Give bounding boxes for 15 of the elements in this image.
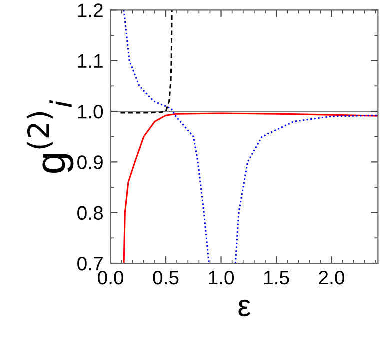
y-axis-title: g$^{(2)}$$_{i}$ — [26, 100, 74, 174]
line-series — [123, 112, 378, 264]
y-tick-label: 1.2 — [78, 4, 103, 18]
x-tick-label: 0.0 — [98, 270, 124, 285]
x-tick-label: 1.5 — [264, 271, 290, 285]
x-tick-label: 2.0 — [319, 270, 345, 285]
x-axis-title: ε — [238, 300, 251, 317]
y-tick-label: 0.8 — [78, 206, 103, 220]
y-tick-label: 0.7 — [78, 256, 103, 271]
y-tick-label: 1.0 — [78, 104, 104, 119]
x-tick-label: 1.0 — [209, 270, 234, 285]
line-series — [120, 10, 173, 114]
y-tick-label: 1.1 — [78, 54, 103, 68]
x-tick-label: 0.5 — [153, 270, 179, 285]
y-tick-label: 0.9 — [78, 156, 103, 170]
